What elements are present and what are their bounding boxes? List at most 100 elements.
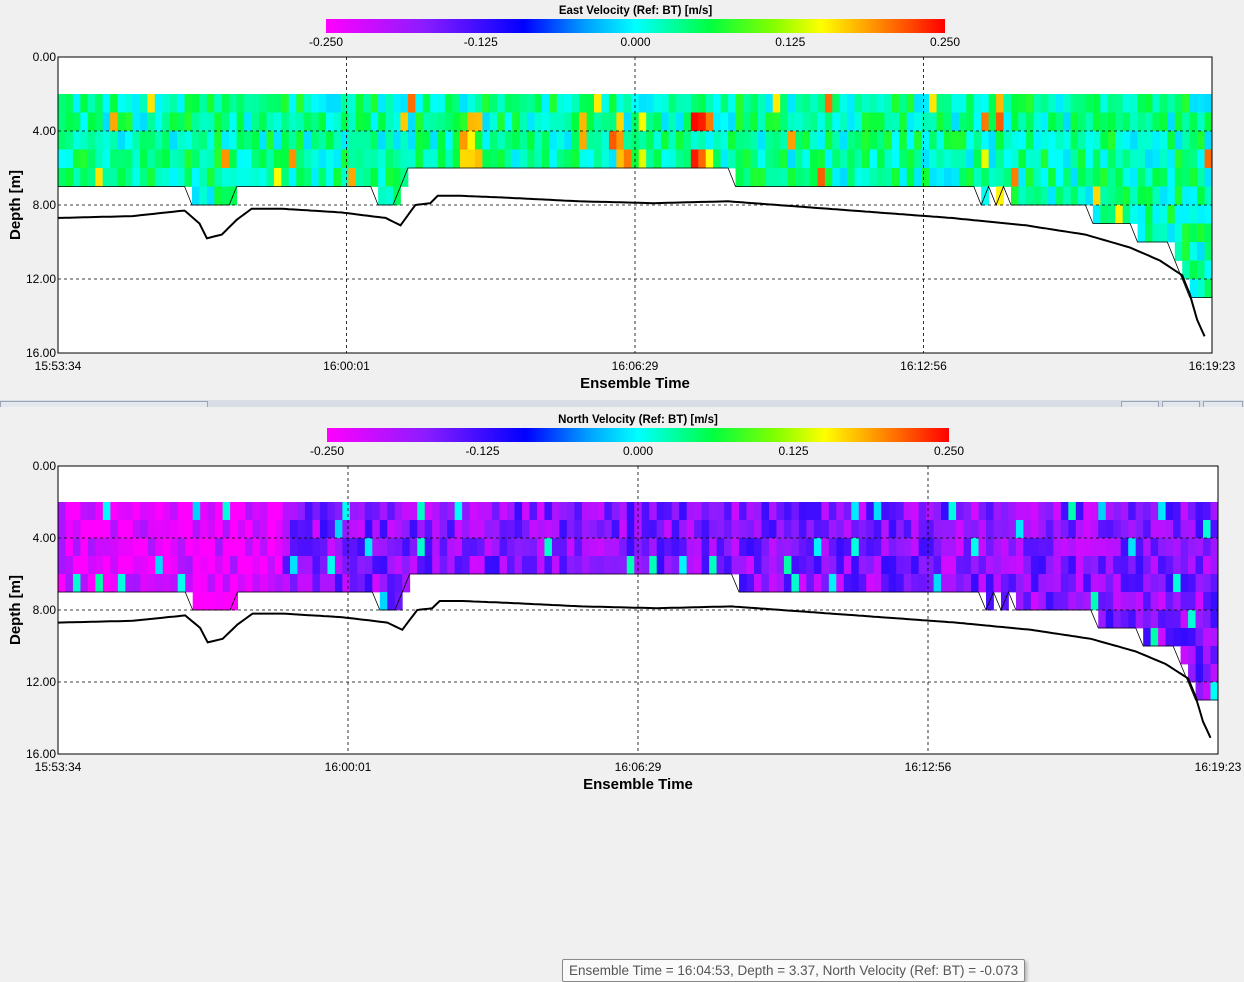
- heatmap-cell: [348, 149, 357, 169]
- heatmap-cell: [1090, 520, 1099, 539]
- heatmap-cell: [162, 149, 171, 169]
- heatmap-cell: [1122, 168, 1131, 187]
- heatmap-cell: [244, 168, 252, 187]
- heatmap-cell: [1144, 186, 1153, 206]
- heatmap-cell: [402, 538, 411, 557]
- heatmap-cell: [832, 112, 841, 132]
- heatmap-cell: [1152, 131, 1161, 150]
- heatmap-cell: [661, 94, 669, 113]
- heatmap-cell: [653, 94, 662, 113]
- heatmap-cell: [1203, 682, 1211, 701]
- heatmap-cell: [1144, 205, 1153, 224]
- heatmap-cell: [996, 112, 1004, 132]
- heatmap-cell: [139, 149, 148, 169]
- heatmap-cell: [1115, 186, 1124, 206]
- heatmap-cell: [1182, 186, 1191, 206]
- heatmap-cell: [334, 538, 343, 557]
- heatmap-cell: [817, 131, 826, 150]
- heatmap-cell: [958, 131, 967, 150]
- heatmap-cell: [638, 149, 647, 169]
- y-tick-label: 16.00: [26, 346, 56, 360]
- bottom-track-line: [57, 600, 1212, 739]
- heatmap-cell: [267, 538, 276, 557]
- heatmap-cell: [664, 520, 673, 539]
- heatmap-cell: [1010, 94, 1019, 113]
- heatmap-cell: [1063, 186, 1071, 206]
- heatmap-cell: [1167, 205, 1176, 224]
- heatmap-cell: [918, 556, 927, 575]
- heatmap-cell: [1158, 520, 1167, 539]
- heatmap-cell: [638, 94, 647, 113]
- heatmap-cell: [619, 538, 628, 557]
- heatmap-cell: [1100, 131, 1109, 150]
- heatmap-cell: [596, 538, 605, 557]
- heatmap-cell: [1068, 574, 1077, 593]
- north-velocity-chart[interactable]: North Velocity (Ref: BT) [m/s]-0.250 -0.1…: [0, 407, 1244, 805]
- heatmap-cell: [739, 538, 747, 557]
- heatmap-cell: [58, 574, 66, 593]
- heatmap-cell: [817, 112, 826, 132]
- heatmap-cell: [1143, 502, 1152, 521]
- heatmap-cell: [72, 112, 81, 132]
- heatmap-cell: [698, 112, 707, 132]
- heatmap-cell: [1165, 610, 1174, 629]
- heatmap-cell: [1070, 131, 1079, 150]
- heatmap-cell: [192, 538, 201, 557]
- heatmap-cell: [1070, 168, 1079, 187]
- heatmap-cell: [230, 574, 239, 593]
- heatmap-cell: [574, 502, 583, 521]
- heatmap-cell: [936, 131, 945, 150]
- heatmap-cell: [462, 556, 471, 575]
- heatmap-cell: [668, 94, 677, 113]
- heatmap-cell: [933, 538, 942, 557]
- heatmap-cell: [783, 502, 792, 521]
- heatmap-cell: [996, 168, 1004, 187]
- heatmap-cell: [963, 538, 972, 557]
- heatmap-cell: [1120, 556, 1129, 575]
- heatmap-cell: [1182, 260, 1191, 280]
- splitter[interactable]: [0, 400, 1244, 407]
- heatmap-cell: [348, 112, 357, 132]
- heatmap-cell: [72, 131, 81, 150]
- heatmap-cell: [661, 131, 669, 150]
- heatmap-cell: [742, 94, 751, 113]
- heatmap-cell: [229, 131, 238, 150]
- heatmap-cell: [529, 556, 538, 575]
- heatmap-cell: [80, 149, 89, 169]
- heatmap-cell: [1144, 168, 1153, 187]
- heatmap-cell: [1038, 592, 1047, 611]
- heatmap-cell: [522, 520, 530, 539]
- heatmap-cell: [828, 520, 837, 539]
- heatmap-cell: [716, 538, 725, 557]
- heatmap-cell: [221, 94, 230, 113]
- heatmap-cell: [824, 131, 833, 150]
- heatmap-cell: [791, 502, 800, 521]
- heatmap-cell: [333, 112, 342, 132]
- heatmap-cell: [1068, 592, 1077, 611]
- heatmap-cell: [1167, 168, 1176, 187]
- heatmap-cell: [192, 149, 200, 169]
- heatmap-cell: [671, 502, 680, 521]
- heatmap-cell: [297, 538, 306, 557]
- heatmap-cell: [713, 149, 722, 169]
- east-velocity-chart[interactable]: East Velocity (Ref: BT) [m/s]-0.250 -0.12…: [0, 0, 1244, 400]
- heatmap-cell: [664, 538, 673, 557]
- heatmap-cell: [1113, 610, 1122, 629]
- heatmap-cell: [303, 94, 312, 113]
- heatmap-cell: [1045, 520, 1054, 539]
- heatmap-cell: [1068, 520, 1077, 539]
- heatmap-cell: [460, 94, 468, 113]
- heatmap-cell: [1158, 610, 1167, 629]
- heatmap-cell: [139, 94, 148, 113]
- heatmap-cell: [1100, 168, 1109, 187]
- heatmap-cell: [686, 556, 695, 575]
- heatmap-cell: [147, 502, 156, 521]
- heatmap-cell: [1159, 168, 1168, 187]
- heatmap-cell: [1180, 592, 1189, 611]
- heatmap-cell: [1122, 186, 1131, 206]
- heatmap-cell: [303, 168, 312, 187]
- heatmap-cell: [1092, 149, 1101, 169]
- heatmap-cell: [348, 131, 357, 150]
- heatmap-cell: [661, 149, 669, 169]
- heatmap-cell: [185, 574, 194, 593]
